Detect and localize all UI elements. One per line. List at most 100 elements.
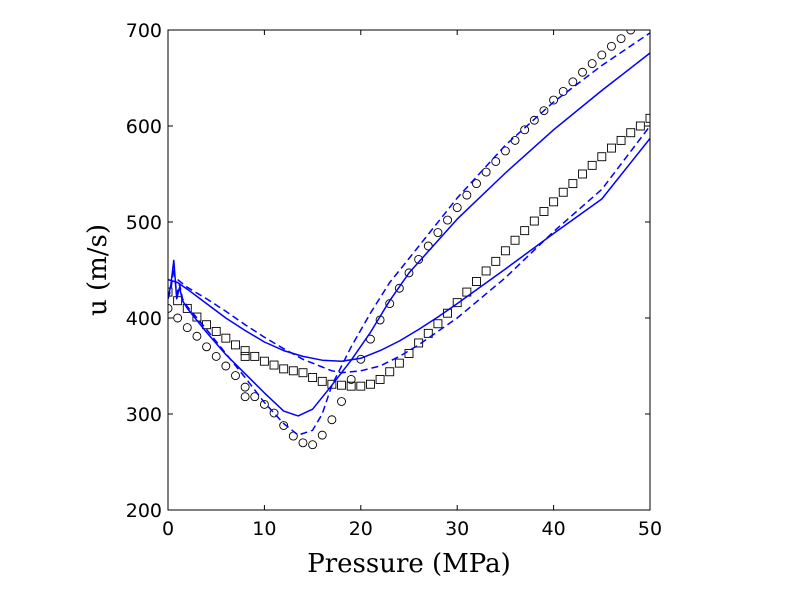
circle-marker [414, 254, 424, 264]
square-marker [549, 197, 559, 207]
x-axis-title: Pressure (MPa) [307, 549, 511, 579]
square-marker [211, 326, 221, 336]
circle-marker [481, 167, 491, 177]
x-tick-label: 40 [542, 518, 566, 540]
square-marker [365, 379, 375, 389]
square-marker [337, 380, 346, 390]
square-marker [375, 374, 385, 384]
circle-marker [250, 392, 260, 402]
square-marker [240, 346, 250, 356]
circle-marker [168, 303, 173, 313]
y-tick-label: 700 [126, 20, 162, 42]
y-tick-label: 400 [126, 308, 162, 330]
square-marker [626, 128, 636, 138]
circle-marker [578, 67, 587, 77]
circle-marker [346, 374, 356, 384]
square-marker [529, 216, 539, 226]
square-marker [568, 179, 578, 189]
circle-marker [587, 59, 597, 69]
y-tick-label: 200 [126, 500, 162, 522]
square-marker [231, 340, 240, 350]
square-marker [385, 367, 395, 377]
y-tick-label: 300 [126, 404, 162, 426]
square-marker [279, 364, 289, 374]
circle-marker [452, 203, 462, 213]
circle-marker [568, 77, 578, 87]
circle-marker [173, 313, 183, 323]
y-tick-label: 500 [126, 212, 162, 234]
x-tick-label: 10 [252, 518, 276, 540]
square-marker [346, 381, 356, 391]
dashed-curve [168, 32, 650, 436]
square-marker [168, 287, 173, 297]
circle-marker [394, 283, 404, 293]
circle-marker [211, 351, 221, 361]
circle-marker [404, 268, 414, 278]
square-marker [520, 226, 530, 236]
x-tick-label: 50 [638, 518, 662, 540]
circle-marker [269, 408, 279, 418]
circle-marker [279, 421, 289, 430]
x-tick-label: 20 [349, 518, 373, 540]
circle-marker [192, 331, 202, 341]
circle-marker [221, 361, 231, 371]
circle-marker [240, 392, 250, 402]
circle-marker [500, 146, 510, 156]
circle-marker [549, 95, 559, 105]
square-marker [221, 333, 231, 343]
solid-curve [168, 52, 650, 417]
circle-marker [491, 157, 501, 166]
circle-marker [472, 179, 481, 189]
square-marker [558, 187, 568, 197]
circle-marker [443, 215, 453, 225]
circle-marker [520, 125, 530, 135]
circle-marker [308, 440, 318, 450]
dashed-curve [177, 125, 650, 374]
circle-marker [626, 30, 636, 35]
square-marker [423, 328, 433, 338]
square-marker [481, 266, 491, 276]
square-marker [317, 376, 327, 386]
square-marker [240, 351, 250, 361]
square-marker [298, 368, 308, 378]
square-marker [472, 277, 481, 286]
circle-marker [317, 430, 327, 440]
square-marker [510, 235, 520, 245]
circle-marker [202, 342, 212, 352]
y-axis-title: u (m/s) [83, 224, 113, 316]
circle-marker [182, 323, 192, 333]
plot-frame [167, 29, 651, 511]
square-marker [452, 298, 462, 308]
solid-curve [168, 138, 650, 362]
square-marker [250, 351, 260, 361]
square-marker [597, 152, 607, 162]
square-marker [288, 366, 298, 376]
circle-marker [529, 115, 539, 125]
circle-marker [298, 438, 308, 448]
tick-labels: 0 10 20 30 40 50 200 300 400 500 600 700 [126, 20, 662, 540]
square-marker [327, 379, 337, 389]
y-tick-label: 600 [126, 116, 162, 138]
square-marker [500, 246, 510, 256]
x-tick-label: 0 [162, 518, 174, 540]
plot-content [168, 30, 650, 450]
x-tick-label: 30 [445, 518, 469, 540]
square-marker [606, 143, 616, 153]
square-marker [635, 121, 645, 131]
square-marker [259, 356, 269, 366]
square-marker [356, 381, 366, 391]
circle-marker [327, 415, 337, 425]
square-marker [269, 360, 279, 370]
square-marker [616, 135, 626, 145]
square-marker [394, 358, 404, 368]
circle-marker [433, 228, 443, 238]
circle-marker [462, 190, 472, 200]
circle-marker [539, 106, 549, 116]
circle-marker [597, 50, 607, 60]
circle-marker [606, 41, 616, 51]
square-marker [308, 373, 318, 382]
square-marker [587, 160, 597, 170]
square-marker [539, 206, 549, 216]
